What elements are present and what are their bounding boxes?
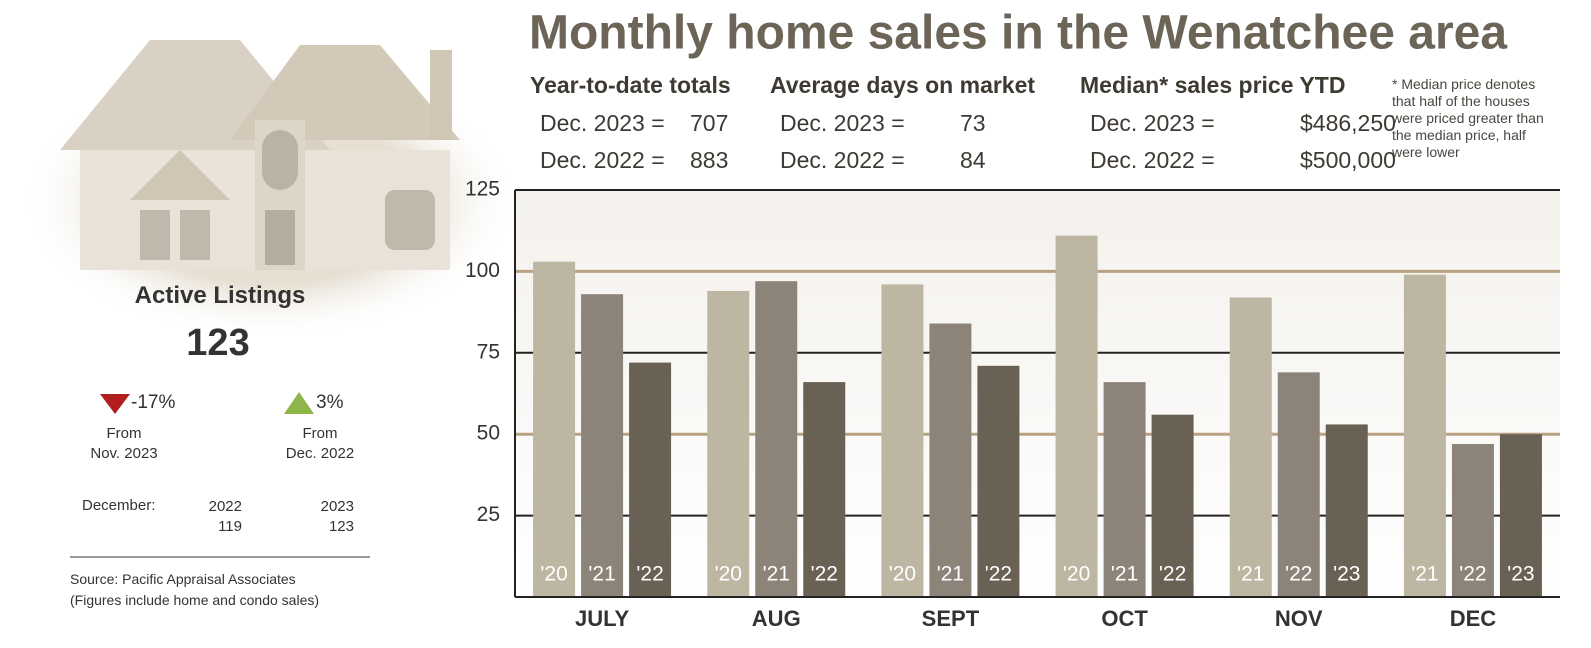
bar-label: '21	[763, 563, 790, 586]
bar-label: '20	[889, 563, 916, 586]
bar	[1499, 434, 1542, 597]
x-tick-label: NOV	[1275, 606, 1323, 631]
bar-label: '21	[1411, 563, 1438, 586]
listings-value: 123	[186, 322, 250, 364]
stat-heading: Year-to-date totals	[530, 72, 731, 98]
x-tick-label: AUG	[752, 606, 801, 631]
stat-value: 707	[690, 110, 729, 136]
bar	[629, 362, 672, 597]
change-from: From Dec. 2022	[260, 424, 380, 464]
bar-label: '23	[1507, 563, 1534, 586]
down-arrow	[100, 394, 130, 414]
from: From	[302, 425, 338, 442]
period: Dec. 2022	[285, 445, 355, 462]
footnote: * Median price denotes that half of the …	[1392, 76, 1544, 160]
december-col: 2022 119	[196, 497, 242, 537]
stat-value: $486,250	[1300, 110, 1396, 136]
stat-value: 883	[690, 147, 729, 173]
bar	[1277, 372, 1320, 597]
bar-label: '22	[1159, 563, 1186, 586]
up-arrow	[284, 392, 314, 414]
x-tick-label: JULY	[575, 606, 630, 631]
bar	[1325, 424, 1368, 597]
bar-label: '21	[1237, 563, 1264, 586]
count: 123	[328, 518, 354, 535]
stat-label: Dec. 2022 =	[540, 147, 665, 173]
period: Nov. 2023	[90, 445, 158, 462]
plot-area	[515, 190, 1560, 597]
change: 3%	[316, 392, 344, 413]
december-col: 2023 123	[308, 497, 354, 537]
y-tick-label: 100	[465, 259, 500, 282]
change: -17%	[131, 392, 176, 413]
bar	[1229, 297, 1272, 597]
stat-label: Dec. 2023 =	[780, 110, 905, 136]
stat-label: Dec. 2023 =	[1090, 110, 1215, 136]
bar-label: '21	[937, 563, 964, 586]
bar	[1055, 235, 1098, 598]
bar-label: '21	[588, 563, 615, 586]
bar-label: '22	[811, 563, 838, 586]
house-illustration	[20, 40, 520, 340]
source-line: Source: Pacific Appraisal Associates	[70, 571, 296, 587]
bar-label: '23	[1333, 563, 1360, 586]
listings-title: Active Listings	[134, 282, 306, 309]
bar-label: '22	[1459, 563, 1486, 586]
bar-label: '21	[1111, 563, 1138, 586]
chart-title: Monthly home sales in the Wenatchee area	[529, 7, 1507, 60]
bar	[581, 294, 624, 597]
stat-value: 84	[960, 147, 986, 173]
bar	[755, 281, 798, 597]
bar	[1451, 443, 1494, 597]
stat-value: $500,000	[1300, 147, 1396, 173]
stat-value: 73	[960, 110, 986, 136]
bar	[1151, 414, 1194, 597]
december-label: December:	[82, 497, 156, 514]
bar-label: '22	[1285, 563, 1312, 586]
bar	[533, 261, 576, 597]
x-tick-label: OCT	[1101, 606, 1148, 631]
bar	[1103, 382, 1146, 597]
x-tick-label: SEPT	[922, 606, 980, 631]
bar	[707, 290, 750, 597]
from: From	[106, 425, 142, 442]
bar-label: '20	[715, 563, 742, 586]
stat-heading: Median* sales price YTD	[1080, 72, 1346, 98]
count: 119	[218, 518, 242, 535]
change-from: From Nov. 2023	[64, 424, 184, 464]
y-tick-label: 50	[477, 422, 500, 445]
bar-label: '22	[985, 563, 1012, 586]
stat-label: Dec. 2022 =	[1090, 147, 1215, 173]
bar-label: '22	[636, 563, 663, 586]
stat-heading: Average days on market	[770, 72, 1036, 98]
source: Source: Pacific Appraisal Associates (Fig…	[70, 569, 319, 611]
y-tick-label: 25	[477, 503, 500, 526]
x-tick-label: DEC	[1450, 606, 1497, 631]
bar	[881, 284, 924, 597]
bar	[929, 323, 972, 597]
bar	[803, 382, 846, 597]
stat-label: Dec. 2023 =	[540, 110, 665, 136]
bar	[1403, 274, 1446, 597]
bar-label: '20	[540, 563, 567, 586]
year: 2022	[208, 498, 242, 515]
source-line: (Figures include home and condo sales)	[70, 592, 320, 608]
y-tick-label: 75	[477, 340, 500, 363]
y-tick-label: 125	[465, 178, 500, 201]
year: 2023	[320, 498, 354, 515]
stat-label: Dec. 2022 =	[780, 147, 905, 173]
bar-label: '20	[1063, 563, 1090, 586]
bar	[977, 365, 1020, 597]
